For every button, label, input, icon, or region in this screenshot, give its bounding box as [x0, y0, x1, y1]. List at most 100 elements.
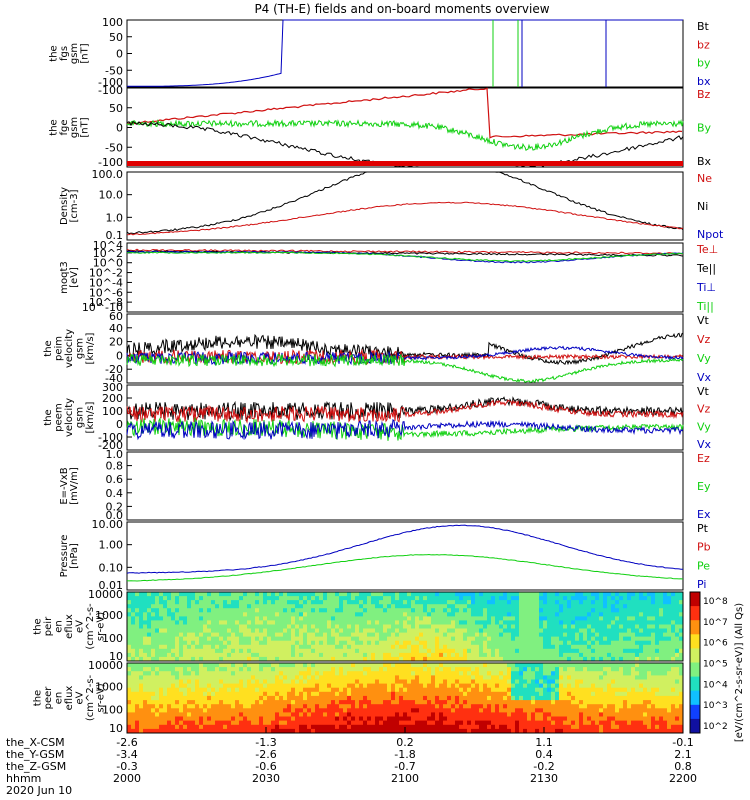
y-axis-label: Density [cm-3]	[59, 187, 80, 225]
spectrogram-cell	[475, 648, 480, 654]
spectrogram-cell	[623, 724, 628, 730]
spectrogram-cell	[571, 683, 576, 689]
spectrogram-cell	[235, 667, 240, 672]
spectrogram-cell	[419, 667, 424, 672]
spectrogram-cell	[667, 695, 672, 701]
spectrogram-cell	[547, 620, 552, 625]
spectrogram-cell	[539, 683, 544, 689]
spectrogram-cell	[487, 624, 492, 630]
spectrogram-cell	[219, 724, 224, 730]
spectrogram-cell	[403, 716, 408, 722]
spectrogram-cell	[471, 724, 476, 730]
spectrogram-cell	[135, 652, 140, 658]
spectrogram-cell	[547, 708, 552, 713]
spectrogram-cell	[379, 695, 384, 701]
spectrogram-cell	[515, 636, 520, 642]
y-tick-label: 0.10	[99, 561, 124, 574]
spectrogram-cell	[227, 695, 232, 701]
spectrogram-cell	[195, 632, 200, 638]
spectrogram-cell	[479, 632, 484, 638]
spectrogram-cell	[363, 620, 368, 625]
spectrogram-cell	[559, 704, 564, 709]
spectrogram-cell	[383, 720, 388, 726]
spectrogram-cell	[459, 724, 464, 730]
spectrogram-cell	[603, 644, 608, 650]
spectrogram-cell	[655, 679, 660, 685]
spectrogram-cell	[387, 596, 392, 601]
spectrogram-cell	[615, 700, 620, 705]
spectrogram-cell	[327, 596, 332, 601]
spectrogram-cell	[275, 704, 280, 709]
spectrogram-cell	[635, 663, 640, 668]
spectrogram-cell	[611, 683, 616, 689]
spectrogram-cell	[535, 708, 540, 713]
spectrogram-cell	[351, 632, 356, 638]
spectrogram-cell	[143, 708, 148, 713]
spectrogram-cell	[139, 704, 144, 709]
spectrogram-cell	[579, 612, 584, 617]
spectrogram-cell	[571, 608, 576, 613]
spectrogram-cell	[151, 644, 156, 650]
spectrogram-cell	[391, 612, 396, 617]
spectrogram-cell	[179, 616, 184, 621]
spectrogram-cell	[299, 624, 304, 630]
spectrogram-cell	[247, 608, 252, 613]
series-ti-par	[126, 251, 684, 263]
spectrogram-cell	[187, 636, 192, 642]
spectrogram-cell	[247, 616, 252, 621]
spectrogram-cell	[587, 640, 592, 646]
spectrogram-cell	[503, 640, 508, 646]
spectrogram-cell	[599, 592, 604, 597]
spectrogram-cell	[495, 616, 500, 621]
spectrogram-cell	[631, 640, 636, 646]
spectrogram-cell	[371, 720, 376, 726]
spectrogram-cell	[307, 695, 312, 701]
spectrogram-cell	[315, 675, 320, 680]
spectrogram-cell	[155, 724, 160, 730]
spectrogram-cell	[475, 675, 480, 680]
spectrogram-cell	[131, 604, 136, 609]
spectrogram-cell	[363, 652, 368, 658]
spectrogram-cell	[563, 604, 568, 609]
spectrogram-cell	[619, 636, 624, 642]
spectrogram-cell	[471, 667, 476, 672]
spectrogram-cell	[199, 720, 204, 726]
spectrogram-cell	[419, 728, 424, 734]
spectrogram-cell	[635, 675, 640, 680]
spectrogram-cell	[155, 679, 160, 685]
spectrogram-cell	[239, 600, 244, 605]
spectrogram-cell	[615, 636, 620, 642]
spectrogram-cell	[543, 712, 548, 717]
spectrogram-cell	[247, 612, 252, 617]
spectrogram-cell	[643, 616, 648, 621]
spectrogram-cell	[363, 679, 368, 685]
y-tick-label: -100	[98, 84, 123, 97]
spectrogram-cell	[331, 652, 336, 658]
spectrogram-cell	[559, 612, 564, 617]
spectrogram-cell	[231, 671, 236, 676]
spectrogram-cell	[315, 691, 320, 697]
spectrogram-cell	[251, 687, 256, 693]
spectrogram-cell	[339, 691, 344, 697]
spectrogram-cell	[595, 656, 600, 662]
spectrogram-cell	[155, 671, 160, 676]
spectrogram-cell	[387, 683, 392, 689]
spectrogram-cell	[579, 720, 584, 726]
spectrogram-cell	[191, 667, 196, 672]
y-tick-label: -100	[98, 431, 123, 444]
spectrogram-cell	[643, 628, 648, 634]
spectrogram-cell	[679, 632, 684, 638]
spectrogram-cell	[311, 620, 316, 625]
spectrogram-cell	[319, 695, 324, 701]
spectrogram-cell	[143, 616, 148, 621]
spectrogram-cell	[147, 616, 152, 621]
spectrogram-cell	[179, 691, 184, 697]
spectrogram-cell	[127, 675, 132, 680]
spectrogram-cell	[503, 708, 508, 713]
spectrogram-cell	[403, 592, 408, 597]
colorbar-segment	[690, 676, 700, 692]
spectrogram-cell	[147, 671, 152, 676]
spectrogram-cell	[411, 724, 416, 730]
spectrogram-cell	[283, 716, 288, 722]
spectrogram-cell	[567, 648, 572, 654]
